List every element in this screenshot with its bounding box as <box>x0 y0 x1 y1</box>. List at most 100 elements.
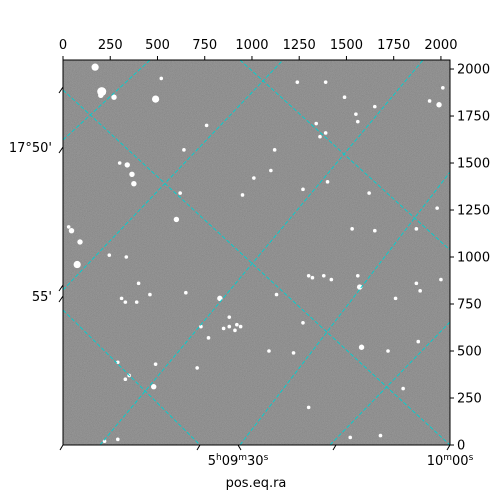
star-point <box>354 112 358 116</box>
x-tick-label: 1500 <box>330 38 363 53</box>
grid-line <box>63 60 151 141</box>
star-point <box>77 239 83 245</box>
star-point <box>182 148 186 152</box>
star-point <box>342 95 347 100</box>
star-point <box>151 95 160 103</box>
y-tick-label: 0 <box>457 439 465 454</box>
dec-label-first: 17°50' <box>9 141 52 156</box>
y-tick-label: 1750 <box>457 110 490 125</box>
star-point <box>323 131 328 135</box>
star-point <box>195 366 199 370</box>
star-point <box>206 336 211 340</box>
star-point <box>372 228 377 233</box>
star-point <box>323 80 328 84</box>
star-point <box>436 102 442 108</box>
star-point <box>204 123 209 128</box>
star-point <box>295 80 300 84</box>
y-tick-label: 1500 <box>457 157 490 172</box>
star-point <box>184 290 188 295</box>
star-point <box>227 324 232 329</box>
y-tick-label: 750 <box>457 298 482 313</box>
x-tick-label: 0 <box>59 38 67 53</box>
star-point <box>235 322 239 327</box>
star-point <box>129 171 135 177</box>
star-point <box>199 324 203 329</box>
star-point <box>148 292 152 297</box>
star-point <box>269 168 273 173</box>
y-tick-label: 500 <box>457 345 482 360</box>
grid-line <box>63 89 450 445</box>
star-point <box>238 324 243 329</box>
star-point <box>318 134 322 139</box>
star-point <box>66 225 71 229</box>
star-point <box>386 349 390 353</box>
star-point <box>372 104 377 109</box>
star-point <box>301 321 305 325</box>
x-tick-label: 750 <box>192 38 217 53</box>
ra-tick <box>59 444 64 451</box>
x-tick-label: 1250 <box>283 38 316 53</box>
star-point <box>414 281 419 286</box>
star-point <box>217 295 223 302</box>
star-point <box>291 351 296 355</box>
star-point <box>358 344 365 350</box>
star-point <box>356 284 363 290</box>
dec-label-second: 55' <box>32 290 52 305</box>
x-tick-label: 2000 <box>424 38 457 53</box>
star-point <box>267 349 271 353</box>
star-point <box>418 289 422 293</box>
ra-tick <box>237 444 242 451</box>
star-point <box>73 260 81 269</box>
star-point <box>274 292 279 297</box>
star-point <box>153 362 158 366</box>
x-tick-label: 1000 <box>235 38 268 53</box>
star-point <box>350 227 354 231</box>
star-point <box>68 227 75 234</box>
star-point <box>355 274 360 278</box>
grid-line <box>239 60 450 251</box>
star-point <box>325 180 330 184</box>
star-point <box>441 86 445 90</box>
bottom-ra-axis: 5h09m30s 10m00s pos.eq.ra <box>59 444 474 491</box>
star-point <box>414 227 419 231</box>
star-point <box>124 162 130 168</box>
grid-line <box>239 171 450 445</box>
ra-tick <box>196 444 201 451</box>
star-point <box>178 191 182 195</box>
star-point <box>131 180 137 187</box>
star-point <box>124 255 129 259</box>
star-point <box>227 315 232 319</box>
dec-tick <box>58 146 64 154</box>
star-point <box>401 386 405 391</box>
star-point <box>115 437 120 442</box>
ra-label-first: 5h09m30s <box>208 453 269 469</box>
y-tick-label: 250 <box>457 392 482 407</box>
star-point <box>378 433 383 438</box>
star-point <box>310 275 315 280</box>
x-tick-label: 1750 <box>377 38 410 53</box>
plot-frame <box>62 59 451 446</box>
image-noise <box>63 60 450 445</box>
star-point <box>111 94 117 100</box>
x-tick-label: 500 <box>145 38 170 53</box>
image-panel <box>63 60 450 445</box>
y-tick-label: 2000 <box>457 63 490 78</box>
star-point <box>151 384 157 390</box>
ra-label-second: 10m00s <box>427 453 474 469</box>
star-point <box>119 296 124 301</box>
star-point <box>221 326 226 331</box>
star-point <box>252 176 256 180</box>
grid-line <box>329 321 450 445</box>
star-point <box>136 281 141 286</box>
coordinate-grid <box>63 60 450 445</box>
star-point <box>91 63 99 71</box>
star-point <box>329 277 334 282</box>
star-point <box>240 193 245 197</box>
star-point <box>348 435 353 440</box>
star-point <box>173 216 180 223</box>
grid-line <box>63 309 201 445</box>
ra-tick <box>332 444 337 451</box>
star-point <box>427 99 432 103</box>
star-point <box>233 328 237 333</box>
